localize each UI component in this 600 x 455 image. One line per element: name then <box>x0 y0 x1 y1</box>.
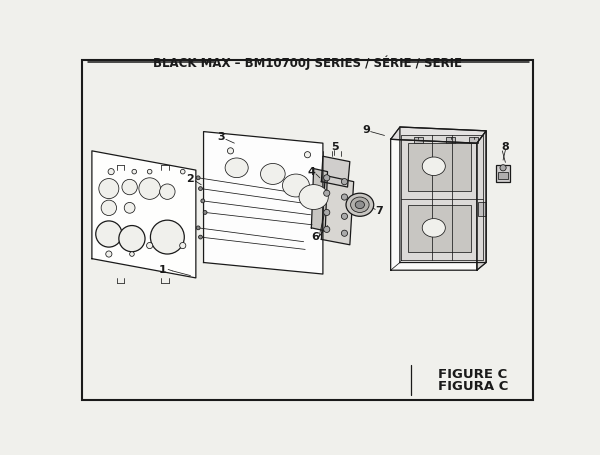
Ellipse shape <box>283 174 310 197</box>
Text: 5: 5 <box>331 142 339 152</box>
Circle shape <box>130 252 134 256</box>
Circle shape <box>341 178 347 185</box>
Ellipse shape <box>225 158 248 177</box>
Circle shape <box>160 184 175 199</box>
Polygon shape <box>311 168 328 231</box>
Bar <box>499 172 508 179</box>
Polygon shape <box>391 127 486 143</box>
Ellipse shape <box>346 193 374 216</box>
Ellipse shape <box>260 163 285 184</box>
Circle shape <box>106 251 112 257</box>
Circle shape <box>196 226 200 230</box>
Text: 3: 3 <box>217 132 225 142</box>
Circle shape <box>341 194 347 200</box>
Polygon shape <box>322 156 350 187</box>
Circle shape <box>323 226 330 233</box>
Circle shape <box>341 213 347 219</box>
Circle shape <box>122 179 137 195</box>
Polygon shape <box>92 151 196 278</box>
Text: 7: 7 <box>375 206 383 216</box>
Polygon shape <box>477 131 486 270</box>
Text: 1: 1 <box>159 265 167 275</box>
Text: 4: 4 <box>307 167 315 177</box>
Ellipse shape <box>422 157 445 176</box>
Circle shape <box>341 230 347 236</box>
Text: 8: 8 <box>502 142 509 152</box>
Text: 6: 6 <box>311 232 319 242</box>
Bar <box>446 137 455 143</box>
Ellipse shape <box>299 185 328 209</box>
Bar <box>496 165 510 182</box>
Circle shape <box>181 169 185 174</box>
Bar <box>469 137 478 143</box>
Circle shape <box>227 148 233 154</box>
Circle shape <box>119 226 145 252</box>
Circle shape <box>323 209 330 216</box>
Bar <box>414 137 423 143</box>
Circle shape <box>108 168 114 175</box>
Circle shape <box>179 243 186 248</box>
Circle shape <box>99 178 119 198</box>
Circle shape <box>203 211 207 214</box>
Text: FIGURE C: FIGURE C <box>439 368 508 381</box>
Polygon shape <box>322 176 354 245</box>
Circle shape <box>101 200 116 216</box>
Circle shape <box>201 199 205 203</box>
Bar <box>478 202 486 216</box>
Text: BLACK MAX – BM10700J SERIES / SÉRIE / SERIE: BLACK MAX – BM10700J SERIES / SÉRIE / SE… <box>153 55 462 70</box>
Bar <box>407 205 471 253</box>
Circle shape <box>146 243 153 248</box>
Polygon shape <box>401 136 483 260</box>
Circle shape <box>196 176 200 180</box>
Circle shape <box>151 220 184 254</box>
Polygon shape <box>391 139 477 270</box>
Circle shape <box>500 165 506 171</box>
Text: 2: 2 <box>187 173 194 183</box>
Circle shape <box>323 190 330 196</box>
Circle shape <box>132 169 137 174</box>
Polygon shape <box>400 127 486 263</box>
Ellipse shape <box>355 201 364 208</box>
Circle shape <box>96 221 122 247</box>
Polygon shape <box>203 131 323 274</box>
Circle shape <box>323 175 330 181</box>
Ellipse shape <box>350 197 369 212</box>
Circle shape <box>199 235 202 239</box>
Circle shape <box>124 202 135 213</box>
Circle shape <box>304 152 311 158</box>
Text: FIGURA C: FIGURA C <box>438 380 508 393</box>
Bar <box>407 143 471 191</box>
Circle shape <box>139 178 160 199</box>
Circle shape <box>199 187 202 191</box>
Text: 9: 9 <box>363 125 371 135</box>
Ellipse shape <box>422 218 445 237</box>
Circle shape <box>148 169 152 174</box>
